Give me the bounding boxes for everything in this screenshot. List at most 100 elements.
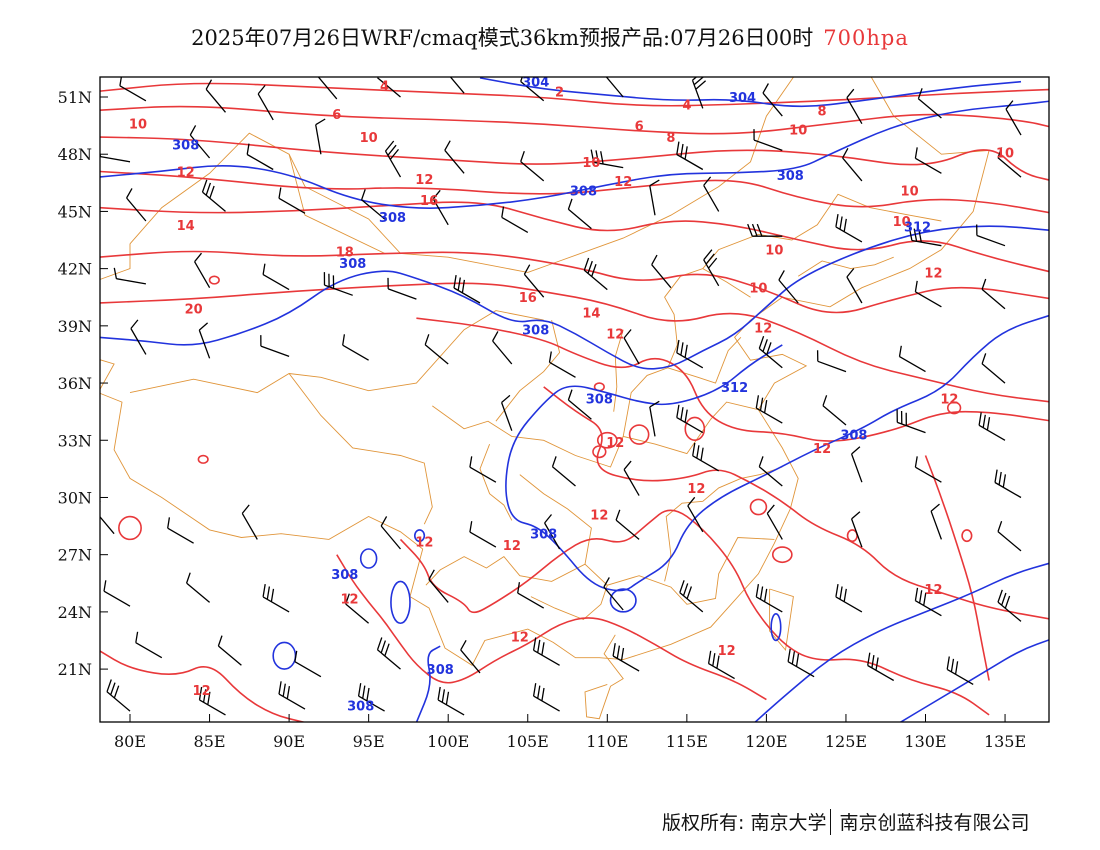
isotherm-cell: [592, 445, 607, 459]
wind-barb: [896, 409, 926, 434]
wind-barb: [649, 179, 660, 216]
wind-barb: [113, 267, 147, 285]
wind-barb: [755, 395, 783, 424]
isotherm: [100, 250, 1049, 314]
longitude-axis: 80E 85E 90E 95E 100E 105E 110E 115E 120E 125E 130E…: [114, 714, 1026, 751]
wind-barb: [520, 77, 545, 102]
copyright-org-company: 南京创蓝科技有限公司: [839, 812, 1030, 834]
wind-barb: [342, 334, 369, 361]
wind-barb: [842, 147, 863, 182]
isotherm-cell: [596, 431, 618, 449]
wind-barb: [376, 637, 401, 670]
wind-barb: [583, 257, 608, 291]
lon-tick-label: 135E: [984, 732, 1026, 751]
isotherm: [924, 455, 990, 681]
height-contour: [899, 639, 1049, 722]
isotherm-cell: [197, 454, 209, 464]
wind-barb: [755, 583, 783, 613]
wind-barb: [605, 77, 624, 98]
isotherm: [100, 282, 1049, 403]
wind-barb: [676, 141, 704, 171]
wind-barb: [548, 351, 576, 378]
wind-barb: [692, 442, 720, 472]
border-line: [702, 193, 942, 269]
lat-tick-label: 21N: [58, 660, 92, 679]
temperature-label: 10: [582, 156, 600, 171]
wind-barb: [317, 77, 338, 100]
isotherm: [336, 554, 767, 701]
height-label: 308: [530, 528, 557, 543]
wind-barb: [198, 322, 211, 359]
footer-divider: [830, 809, 832, 835]
height-contour-cell: [359, 548, 378, 569]
temperature-label: 20: [185, 303, 203, 318]
wind-barb: [603, 577, 624, 611]
wind-barb: [278, 681, 306, 710]
lat-tick-label: 24N: [58, 603, 92, 622]
lat-tick-label: 51N: [58, 88, 92, 107]
wind-barb: [898, 345, 926, 373]
border-line: [129, 310, 544, 394]
height-label: 308: [570, 184, 597, 199]
wind-barb: [492, 331, 513, 365]
wind-barb: [703, 249, 720, 287]
wind-barb: [590, 149, 624, 169]
temperature-label: 6: [635, 120, 644, 135]
wind-barb: [387, 277, 417, 300]
lat-tick-label: 30N: [58, 488, 92, 507]
wind-barb: [1005, 100, 1022, 136]
wind-barb: [217, 635, 242, 666]
wind-barb: [444, 140, 465, 174]
wind-barb: [357, 683, 385, 712]
height-label: 308: [840, 429, 867, 444]
wind-barb: [908, 227, 942, 247]
copyright-footer: 版权所有: 南京大学 南京创蓝科技有限公司: [662, 808, 1029, 835]
temperature-label: 12: [940, 392, 958, 407]
wind-barb: [835, 213, 863, 243]
wind-barb: [615, 509, 640, 540]
wind-barb: [612, 643, 640, 672]
temperature-label: 12: [606, 327, 624, 342]
temperature-label: 4: [380, 80, 389, 95]
wind-barb: [241, 504, 258, 540]
temperature-label: 12: [924, 266, 942, 281]
height-contour-cell: [770, 613, 782, 642]
isotherm: [100, 136, 1049, 181]
border-line: [797, 256, 894, 277]
isotherm-cell: [946, 401, 962, 415]
temperature-label: 12: [754, 322, 772, 337]
height-contour: [479, 77, 1022, 108]
border-line: [288, 373, 433, 525]
temperature-label: 10: [129, 118, 147, 133]
border-line: [584, 537, 775, 605]
lon-tick-label: 130E: [904, 732, 946, 751]
wind-barb: [201, 179, 226, 212]
lat-tick-label: 33N: [58, 431, 92, 450]
wind-barb: [623, 460, 640, 496]
wind-barb: [997, 589, 1022, 622]
wind-barb: [822, 395, 847, 426]
wind-barb: [567, 198, 592, 230]
isotherm: [100, 650, 306, 722]
temperature-label: 12: [341, 593, 359, 608]
isotherm-cell: [208, 275, 220, 285]
wind-barb: [424, 334, 449, 365]
border-line: [479, 443, 513, 521]
wind-barb: [623, 329, 640, 365]
wind-barb: [997, 147, 1022, 178]
wind-barb: [100, 500, 115, 535]
border-line: [425, 474, 592, 586]
wind-barb: [758, 335, 783, 369]
lon-tick-label: 100E: [427, 732, 469, 751]
temperature-label: 10: [765, 244, 783, 259]
copyright-org-nju: 南京大学: [750, 812, 827, 834]
temperature-label: 10: [901, 184, 919, 199]
wind-barb: [930, 503, 943, 540]
wind-barb: [850, 446, 863, 483]
lon-tick-label: 105E: [507, 732, 549, 751]
border-line: [613, 329, 624, 412]
lon-tick-label: 120E: [745, 732, 787, 751]
lat-tick-label: 45N: [58, 202, 92, 221]
wind-barb: [687, 496, 704, 533]
isotherm: [100, 82, 1049, 107]
